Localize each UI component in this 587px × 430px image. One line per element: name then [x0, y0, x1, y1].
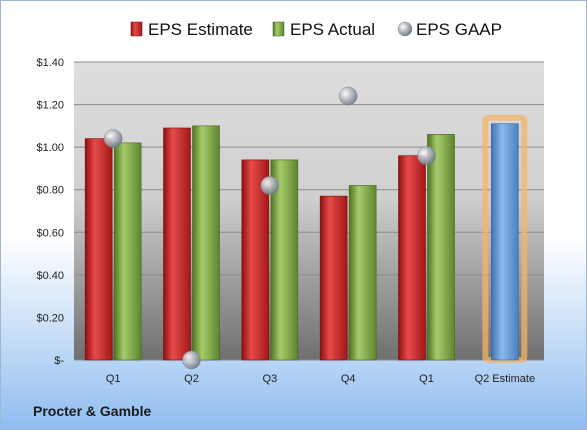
x-tick-label: Q1: [419, 373, 434, 385]
company-name: Procter & Gamble: [33, 403, 152, 419]
x-axis: Q1 Q2 Q3 Q4 Q1 Q2 Estimate: [106, 373, 535, 385]
bar-eps-estimate: [241, 159, 270, 361]
y-tick-label: $0.80: [36, 185, 64, 197]
legend-label: EPS Estimate: [148, 20, 253, 39]
bar-eps-actual: [427, 134, 455, 361]
legend: EPS Estimate EPS Actual EPS GAAP: [130, 20, 502, 39]
bar-eps-estimate: [319, 195, 348, 361]
x-tick-label: Q3: [262, 373, 277, 385]
legend-swatch: [130, 21, 143, 37]
point-eps-gaap: [103, 129, 123, 148]
point-eps-gaap: [338, 86, 358, 106]
point-eps-gaap: [417, 146, 436, 165]
y-tick-label: $0.60: [36, 227, 64, 239]
bar-eps-actual: [113, 142, 142, 361]
bar-eps-estimate: [398, 155, 426, 361]
x-tick-label: Q4: [341, 373, 356, 385]
plot-area: [74, 62, 544, 360]
point-eps-gaap: [182, 350, 201, 370]
x-tick-label: Q2 Estimate: [475, 373, 536, 385]
bar-eps-estimate: [163, 127, 191, 361]
point-eps-gaap: [260, 176, 280, 195]
gaap-points: [103, 86, 436, 370]
legend-eps-gaap: EPS GAAP: [397, 20, 502, 39]
y-tick-label: $1.20: [36, 100, 64, 112]
y-tick-label: $1.40: [36, 57, 64, 69]
gridlines: [74, 61, 544, 361]
x-tick-label: Q1: [106, 373, 121, 385]
bar-eps-actual: [270, 159, 299, 361]
legend-label: EPS GAAP: [416, 20, 502, 39]
legend-eps-actual: EPS Actual: [272, 20, 375, 39]
y-tick-label: $1.00: [36, 142, 64, 154]
bars: [84, 114, 528, 363]
bar-eps-actual: [348, 185, 377, 361]
bar-eps-estimate: [84, 138, 113, 361]
legend-swatch: [272, 21, 285, 37]
legend-swatch: [397, 21, 413, 37]
x-tick-label: Q2: [184, 373, 199, 385]
y-tick-label: $0.40: [36, 270, 64, 282]
legend-eps-estimate: EPS Estimate: [130, 20, 253, 39]
bar-eps-next-estimate: [491, 123, 519, 361]
y-tick-label: $0.20: [36, 312, 64, 324]
bar-eps-actual: [192, 125, 220, 361]
legend-label: EPS Actual: [290, 20, 375, 39]
y-tick-label: $-: [54, 355, 64, 367]
y-axis: $1.40 $1.20 $1.00 $0.80 $0.60 $0.40 $0.20 $-: [36, 57, 64, 367]
